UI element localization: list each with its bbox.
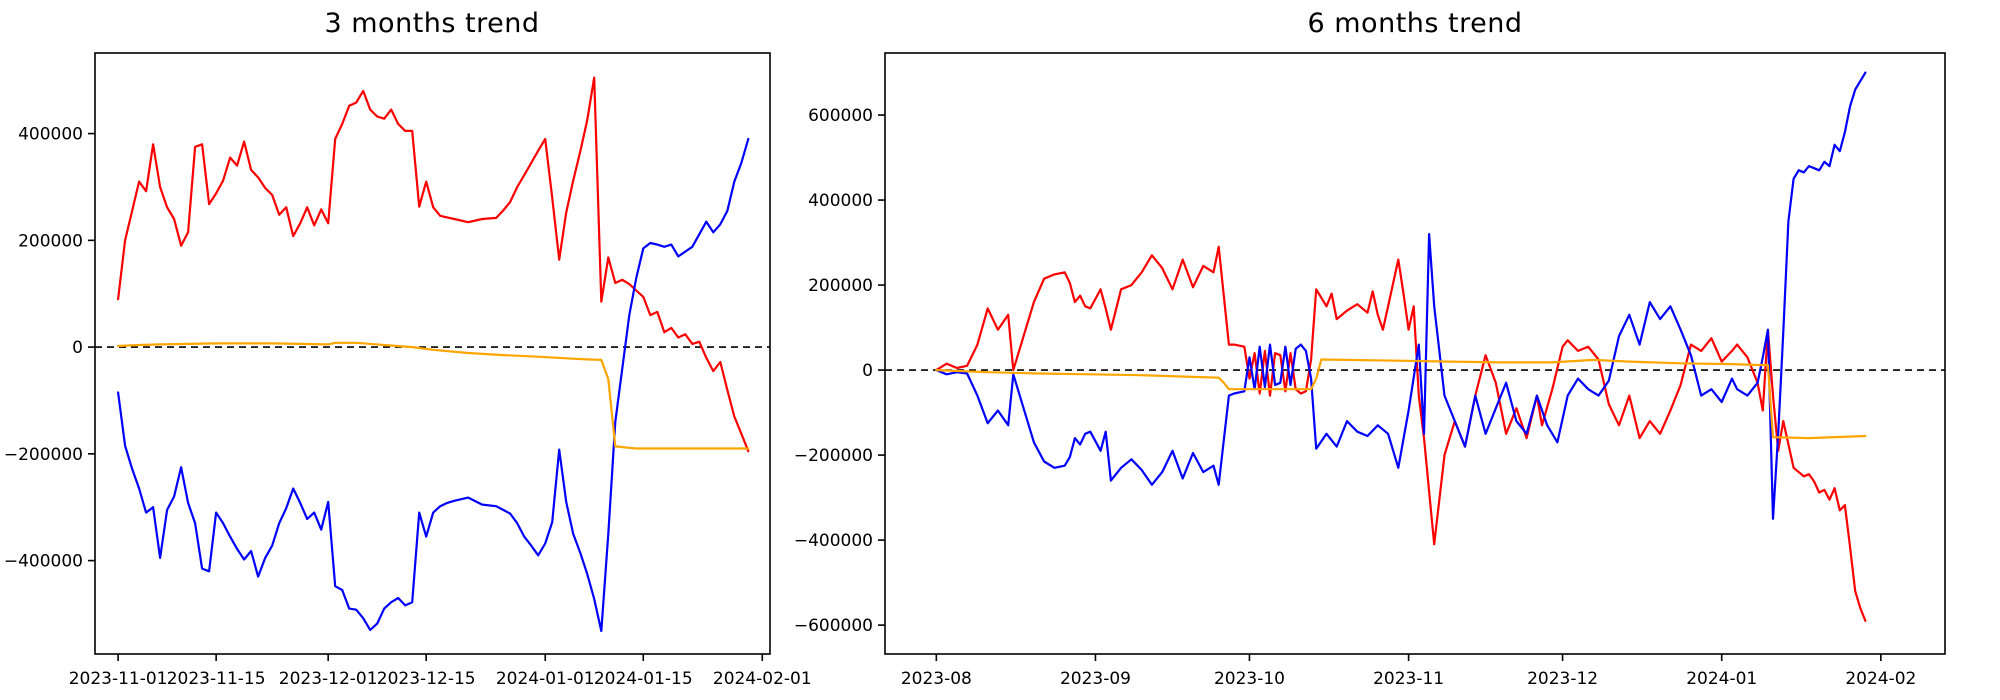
orange-series-line — [116, 341, 750, 450]
chart-title-6-months: 6 months trend — [1307, 8, 1523, 39]
x-axis-tick-label: 2024-01 — [1686, 669, 1757, 689]
x-axis-tick-label: 2023-09 — [1060, 669, 1131, 689]
x-axis-tick-label: 2024-01-15 — [594, 669, 693, 689]
x-axis-tick-label: 2023-11-01 — [69, 669, 168, 689]
y-axis-tick-label: −200000 — [794, 446, 873, 466]
orange-series-line — [935, 358, 1867, 440]
plot-border — [884, 52, 1946, 655]
x-axis-tick-label: 2024-02-01 — [713, 669, 812, 689]
y-axis-tick-label: 0 — [862, 361, 873, 381]
x-axis-tick-label: 2023-08 — [901, 669, 972, 689]
x-axis-tick-label: 2023-12-01 — [279, 669, 378, 689]
x-axis-tick-label: 2023-11 — [1373, 669, 1444, 689]
y-axis-tick-label: 200000 — [18, 231, 83, 251]
y-axis-tick-label: −400000 — [4, 552, 83, 572]
y-axis-tick-label: −600000 — [794, 616, 873, 636]
x-axis-tick-label: 2024-02 — [1845, 669, 1916, 689]
y-axis-tick-label: −400000 — [794, 531, 873, 551]
blue-series-line — [116, 137, 750, 633]
y-axis-tick-label: 400000 — [18, 125, 83, 145]
x-axis-tick-label: 2023-12-15 — [377, 669, 476, 689]
red-series-line — [116, 76, 750, 453]
x-axis-tick-label: 2024-01-01 — [496, 669, 595, 689]
y-axis-tick-label: 0 — [72, 338, 83, 358]
chart-title-3-months: 3 months trend — [324, 8, 540, 39]
blue-series-line — [935, 71, 1867, 520]
red-series-line — [935, 245, 1867, 622]
y-axis-tick-label: 400000 — [808, 191, 873, 211]
x-axis-tick-label: 2023-10 — [1214, 669, 1285, 689]
x-axis-tick-label: 2023-11-15 — [167, 669, 266, 689]
y-axis-tick-label: 600000 — [808, 106, 873, 126]
y-axis-tick-label: 200000 — [808, 276, 873, 296]
y-axis-tick-label: −200000 — [4, 445, 83, 465]
x-axis-tick-label: 2023-12 — [1527, 669, 1598, 689]
plot-border — [94, 52, 771, 655]
